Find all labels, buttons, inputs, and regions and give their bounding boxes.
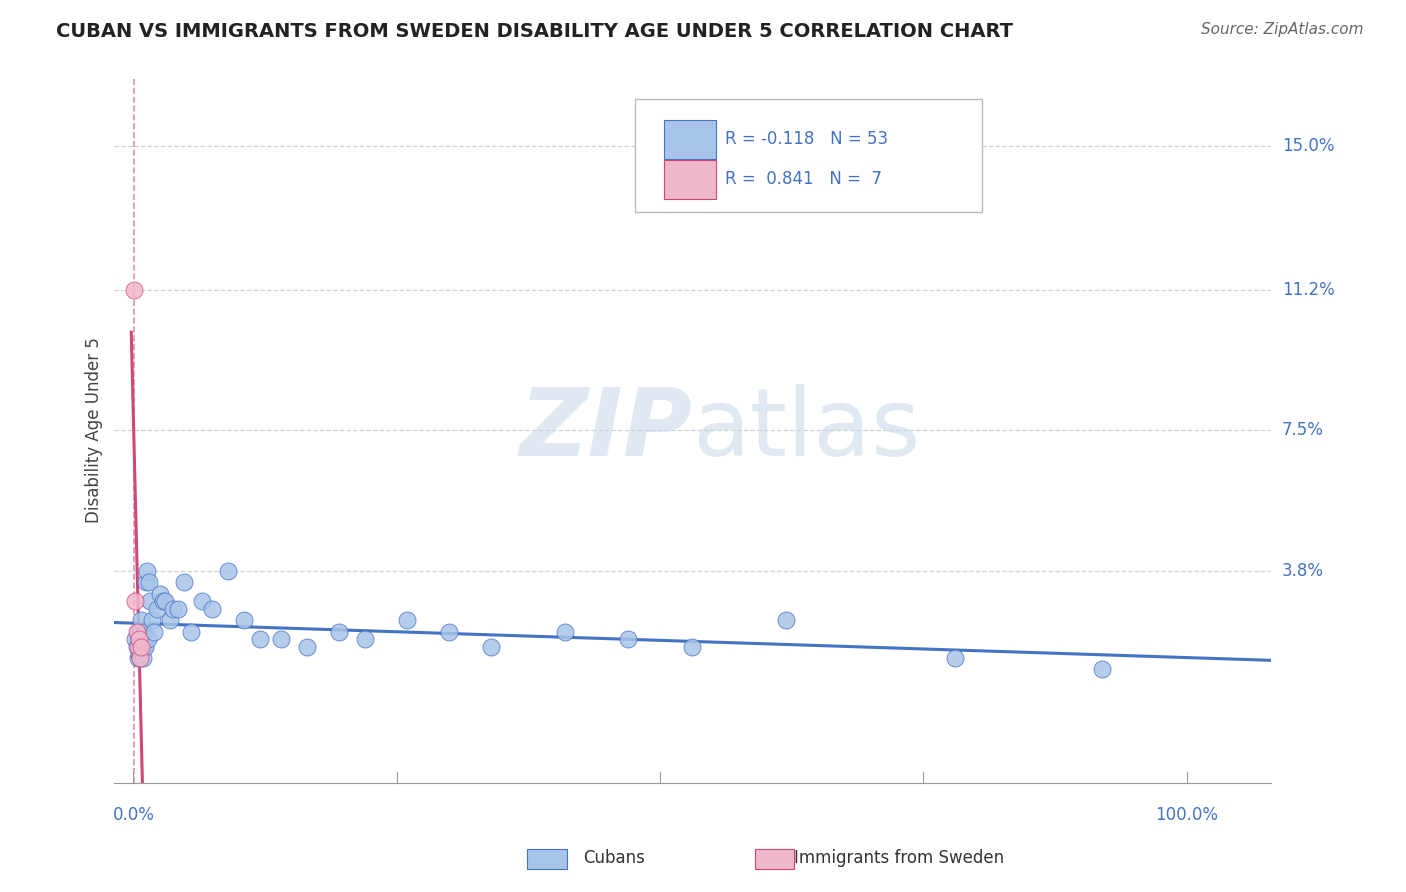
Point [131, 640, 153, 654]
Point [439, 624, 461, 639]
Point [681, 640, 703, 654]
Point [125, 624, 148, 639]
Point [191, 594, 214, 608]
Point [127, 624, 149, 639]
Point [128, 651, 150, 665]
Point [131, 632, 153, 646]
Point [173, 575, 195, 590]
Text: 7.5%: 7.5% [1282, 421, 1324, 440]
Text: 0.0%: 0.0% [112, 806, 155, 824]
Point [129, 613, 152, 627]
Point [124, 283, 146, 297]
Point [132, 632, 155, 646]
Point [554, 624, 576, 639]
Point [143, 624, 166, 639]
Text: CUBAN VS IMMIGRANTS FROM SWEDEN DISABILITY AGE UNDER 5 CORRELATION CHART: CUBAN VS IMMIGRANTS FROM SWEDEN DISABILI… [56, 22, 1014, 41]
FancyBboxPatch shape [664, 160, 716, 199]
Point [135, 575, 157, 590]
Point [125, 640, 148, 654]
Point [617, 632, 640, 646]
Point [201, 601, 224, 615]
Point [127, 640, 149, 654]
Text: Source: ZipAtlas.com: Source: ZipAtlas.com [1201, 22, 1364, 37]
Point [328, 624, 350, 639]
Point [159, 613, 181, 627]
Point [775, 613, 797, 627]
Point [128, 632, 150, 646]
Text: 100.0%: 100.0% [1156, 806, 1218, 824]
Point [396, 613, 419, 627]
Point [141, 613, 163, 627]
Text: Immigrants from Sweden: Immigrants from Sweden [794, 849, 1004, 867]
Text: 11.2%: 11.2% [1282, 281, 1334, 299]
Point [145, 601, 167, 615]
Point [128, 648, 150, 662]
Text: 15.0%: 15.0% [1282, 136, 1334, 154]
Point [943, 651, 966, 665]
Point [136, 564, 159, 578]
Point [354, 632, 377, 646]
Point [128, 632, 150, 646]
Point [180, 624, 202, 639]
Point [162, 601, 184, 615]
Point [217, 564, 239, 578]
Point [128, 651, 150, 665]
Point [138, 575, 160, 590]
Point [153, 594, 176, 608]
Point [166, 601, 188, 615]
Point [128, 624, 150, 639]
Point [132, 624, 155, 639]
Point [124, 632, 146, 646]
Point [134, 640, 156, 654]
Point [152, 594, 174, 608]
Point [132, 640, 155, 654]
Point [233, 613, 256, 627]
Point [139, 594, 162, 608]
Point [270, 632, 292, 646]
Point [249, 632, 271, 646]
Text: R =  0.841   N =  7: R = 0.841 N = 7 [725, 170, 882, 188]
Text: R = -0.118   N = 53: R = -0.118 N = 53 [725, 130, 889, 148]
Point [129, 624, 152, 639]
Point [481, 640, 503, 654]
FancyBboxPatch shape [636, 99, 981, 211]
FancyBboxPatch shape [664, 120, 716, 159]
Text: ZIP: ZIP [520, 384, 693, 476]
Point [127, 651, 149, 665]
Point [295, 640, 318, 654]
Text: atlas: atlas [693, 384, 921, 476]
Point [124, 594, 146, 608]
Point [134, 632, 156, 646]
Text: 3.8%: 3.8% [1282, 562, 1324, 580]
Point [149, 586, 172, 600]
Point [129, 640, 152, 654]
Text: Cubans: Cubans [583, 849, 645, 867]
Y-axis label: Disability Age Under 5: Disability Age Under 5 [86, 337, 103, 524]
Point [132, 651, 155, 665]
Point [1091, 663, 1114, 677]
Point [129, 640, 152, 654]
Point [136, 632, 159, 646]
